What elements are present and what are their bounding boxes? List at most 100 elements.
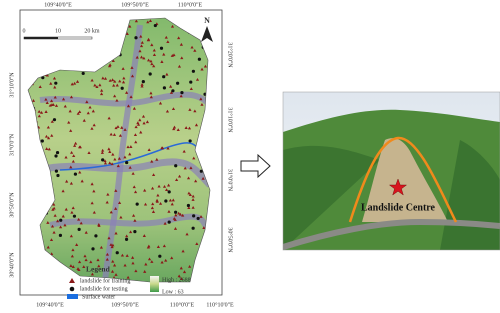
landslide-training (157, 184, 161, 188)
legend-circle (69, 286, 75, 292)
landslide-training (162, 244, 166, 248)
landslide-training (105, 252, 110, 256)
landslide-testing (52, 118, 57, 122)
landslide-training (103, 159, 107, 163)
landslide-testing (174, 164, 178, 168)
landslide-training (150, 260, 154, 263)
landslide-training (139, 55, 144, 59)
landslide-training (53, 213, 57, 217)
landslide-training (174, 213, 178, 217)
landslide-training (123, 263, 127, 267)
landslide-testing (58, 233, 63, 237)
landslide-training (119, 215, 123, 219)
landslide-training (82, 265, 86, 269)
landslide-training (167, 183, 171, 187)
landslide-training (96, 258, 100, 262)
landslide-training (59, 225, 63, 229)
landslide-training (110, 269, 115, 273)
lon-label: 109°40'0"E (36, 301, 64, 308)
landslide-training (63, 104, 67, 108)
legend-label: landslide for testing (80, 285, 128, 292)
landslide-training (203, 64, 208, 68)
landslide-testing (159, 46, 164, 50)
landslide-testing (180, 90, 184, 95)
landslide-training (84, 258, 88, 262)
landslide-training (129, 145, 133, 148)
landslide-training (69, 95, 74, 99)
landslide-training (114, 231, 118, 235)
landslide-training (134, 269, 138, 273)
landslide-testing (176, 81, 180, 85)
landslide-training (173, 227, 178, 230)
landslide-training (116, 125, 120, 128)
legend: Legend landslide for training landslide … (67, 265, 191, 300)
landslide-training (160, 60, 164, 63)
landslide-training (190, 45, 194, 49)
landslide-training (108, 150, 112, 153)
landslide-training (70, 210, 74, 214)
lat-label: 30°50'0"N (227, 227, 234, 253)
landslide-training (131, 261, 135, 265)
landslide-training (133, 190, 138, 194)
landslide-training (120, 126, 124, 129)
landslide-training (200, 67, 204, 71)
landslide-testing (174, 210, 178, 214)
landslide-training (44, 110, 48, 113)
landslide-training (46, 221, 50, 224)
landslide-training (65, 179, 69, 183)
landslide-training (85, 100, 89, 104)
landslide-training (46, 136, 51, 140)
landslide-testing (148, 72, 152, 76)
landslide-testing (125, 160, 129, 165)
landslide-training (139, 34, 143, 38)
landslide-training (126, 275, 130, 279)
landslide-training (113, 157, 117, 161)
landslide-training (130, 66, 134, 69)
landslide-training (103, 76, 108, 80)
slide-outline (348, 136, 458, 223)
landslide-training (188, 108, 192, 111)
landslide-training (92, 189, 96, 193)
landslide-training (45, 147, 49, 150)
landslide-testing (134, 36, 138, 40)
landslide-training (132, 185, 136, 189)
landslide-training (150, 159, 154, 163)
landslide-training (98, 83, 102, 87)
landslide-training (193, 48, 197, 52)
landslide-training (111, 243, 115, 247)
landslide-training (114, 273, 118, 276)
landslide-training (133, 218, 137, 222)
landslide-training (193, 109, 197, 113)
legend-label: Surface water (82, 293, 115, 300)
landslide-training (82, 118, 86, 122)
landslide-training (146, 20, 150, 24)
landslide-training (164, 35, 168, 39)
landslide-training (106, 192, 110, 196)
landslide-training (116, 164, 120, 168)
landslide-training (166, 146, 170, 150)
landslide-training (70, 150, 74, 154)
landslide-training (114, 126, 118, 130)
landslide-training (75, 243, 79, 246)
landslide-training (156, 193, 160, 197)
landslide-training (74, 141, 78, 145)
landslide-testing (94, 234, 98, 238)
landslide-training (149, 91, 153, 95)
landslide-training (171, 107, 176, 111)
arrow (240, 153, 271, 179)
landslide-training (49, 81, 53, 85)
landslide-testing (59, 218, 63, 222)
landslide-training (140, 40, 144, 44)
landslide-training (179, 277, 184, 280)
landslide-training (125, 234, 129, 238)
landslide-training (70, 254, 74, 258)
landslide-training (138, 49, 142, 53)
landslide-training (182, 149, 186, 153)
landslide-training (84, 230, 88, 234)
landslide-testing (54, 81, 58, 85)
landslide-training (76, 111, 80, 115)
landslide-training (183, 166, 187, 170)
landslide-training (147, 257, 152, 261)
landslide-training (136, 122, 141, 126)
